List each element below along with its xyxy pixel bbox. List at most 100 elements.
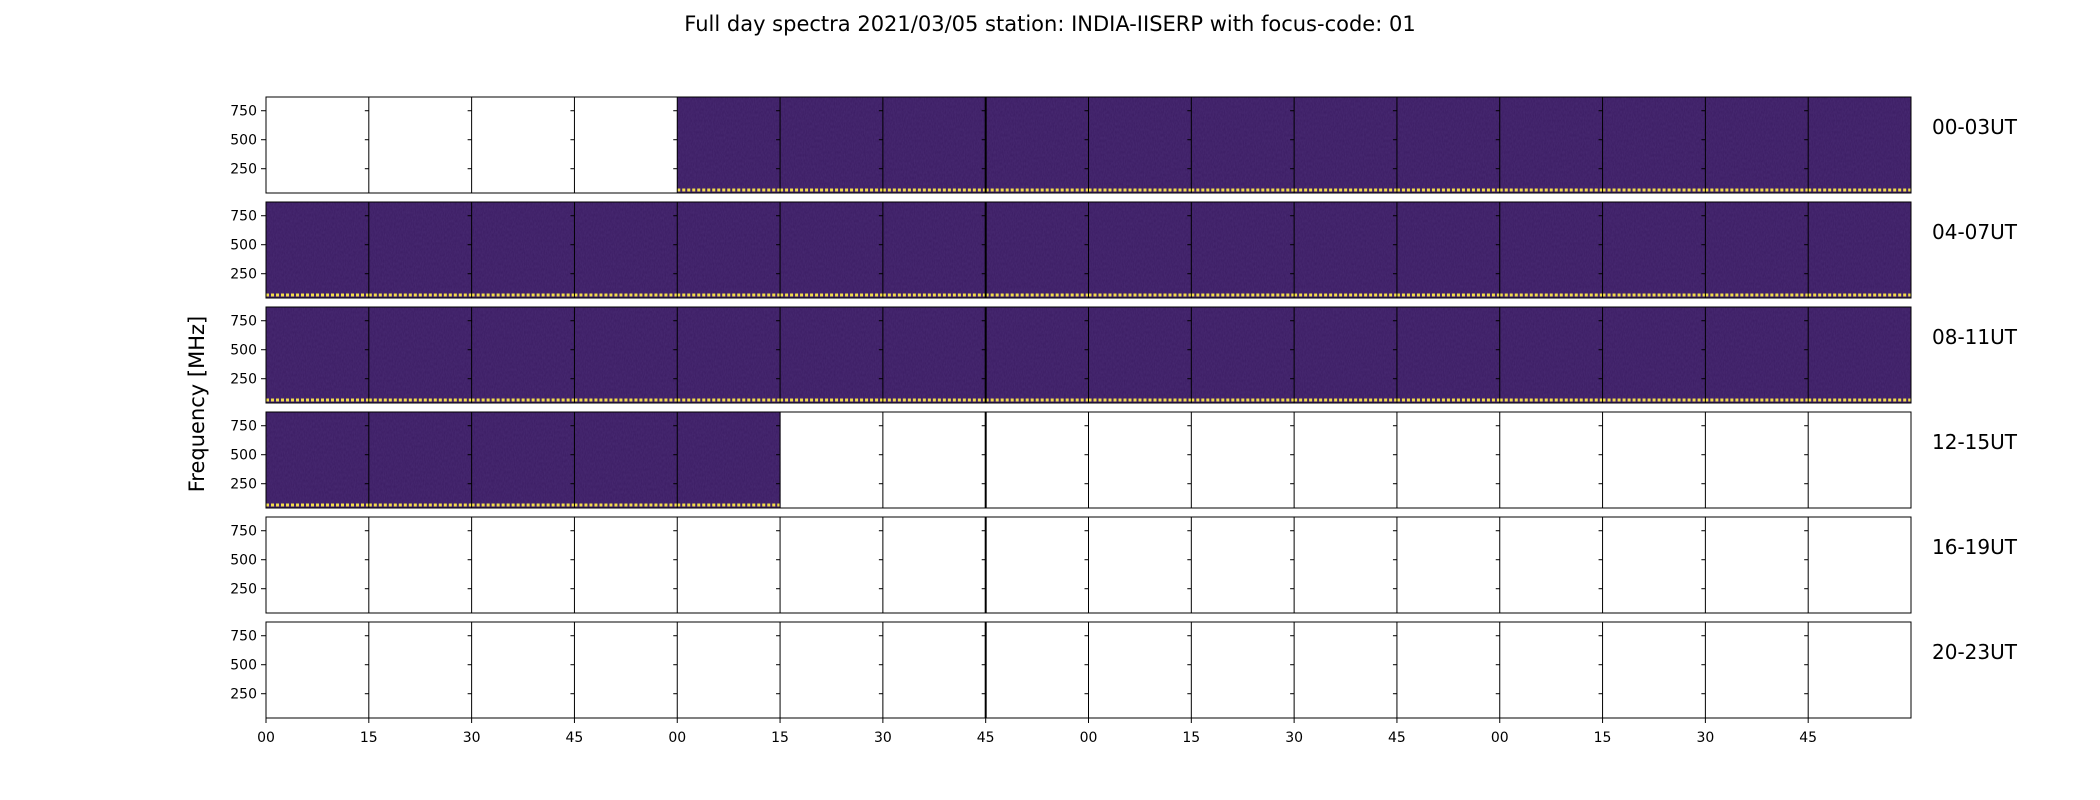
spectrum-noise [1396, 307, 1501, 403]
x-tick-label: 30 [1285, 730, 1303, 746]
spectrum-noise [1602, 97, 1706, 193]
spectrum-noise [1088, 97, 1192, 193]
y-tick-label: 250 [230, 477, 257, 493]
panel-frame [265, 306, 1912, 404]
spectrum-noise [574, 412, 678, 508]
panel-frame [265, 201, 1912, 299]
y-tick-label: 250 [230, 267, 257, 283]
spectrum-noise [1191, 202, 1295, 298]
spectrum-noise [1294, 202, 1398, 298]
x-tick-label: 30 [463, 730, 481, 746]
spectrum-noise [677, 202, 781, 298]
spectrum-noise [368, 202, 473, 298]
x-tick-label: 15 [1594, 730, 1612, 746]
spectrum-noise [1602, 202, 1706, 298]
y-tick-label: 250 [230, 162, 257, 178]
row-label: 04-07UT [1932, 220, 2018, 244]
y-tick-label: 500 [230, 553, 257, 569]
spectrum-noise [1705, 307, 1809, 403]
y-tick-label: 750 [230, 629, 257, 645]
spectrum-noise [1499, 307, 1604, 403]
spectra-row-12-15UT: 750 500 250 12-15UT [230, 411, 2018, 509]
spectra-row-16-19UT: 750 500 250 16-19UT [230, 516, 2018, 614]
spectrum-noise [471, 202, 575, 298]
chart-title: Full day spectra 2021/03/05 station: IND… [684, 12, 1416, 36]
spectrum-noise [780, 307, 884, 403]
x-tick-label: 45 [1388, 730, 1406, 746]
spectrum-noise [677, 307, 781, 403]
spectrum-noise [677, 412, 781, 508]
spectrum-noise [780, 202, 884, 298]
spectrum-noise [1088, 307, 1192, 403]
spectrum-noise [1191, 307, 1295, 403]
y-tick-label: 500 [230, 238, 257, 254]
x-tick-label: 00 [668, 730, 686, 746]
spectrum-noise [266, 307, 370, 403]
spectrum-noise [1808, 307, 1912, 403]
x-tick-label: 00 [257, 730, 275, 746]
row-label: 20-23UT [1932, 640, 2018, 664]
x-tick-label: 15 [771, 730, 789, 746]
x-tick-label: 45 [977, 730, 995, 746]
y-tick-label: 750 [230, 419, 257, 435]
x-tick-label: 15 [360, 730, 378, 746]
y-tick-label: 750 [230, 104, 257, 120]
spectrum-noise [677, 97, 781, 193]
spectra-row-08-11UT: 750 500 250 08-11UT [230, 306, 2018, 404]
y-tick-label: 500 [230, 133, 257, 149]
spectrum-noise [882, 307, 987, 403]
spectrum-noise [882, 202, 987, 298]
spectrum-noise [574, 202, 678, 298]
spectrum-noise [1294, 97, 1398, 193]
y-tick-label: 250 [230, 372, 257, 388]
spectrum-noise [985, 97, 1089, 193]
panel-frame [265, 516, 1912, 614]
y-tick-label: 250 [230, 582, 257, 598]
spectrum-noise [1396, 202, 1501, 298]
x-tick-label: 00 [1491, 730, 1509, 746]
y-tick-label: 500 [230, 448, 257, 464]
spectrum-noise [368, 412, 473, 508]
spectrum-noise [471, 412, 575, 508]
y-tick-label: 750 [230, 524, 257, 540]
row-label: 00-03UT [1932, 115, 2018, 139]
spectrum-noise [1499, 202, 1604, 298]
x-tick-label: 00 [1080, 730, 1098, 746]
y-tick-label: 750 [230, 209, 257, 225]
spectra-row-20-23UT: 750 500 250 20-23UT [230, 621, 2018, 719]
spectrum-noise [1088, 202, 1192, 298]
row-label: 12-15UT [1932, 430, 2018, 454]
spectrum-noise [471, 307, 575, 403]
x-tick-label: 15 [1182, 730, 1200, 746]
spectrum-noise [1191, 97, 1295, 193]
panel-frame [265, 411, 1912, 509]
spectrum-noise [985, 307, 1089, 403]
spectrum-noise [985, 202, 1089, 298]
spectrum-noise [780, 97, 884, 193]
spectrum-noise [1705, 202, 1809, 298]
spectrum-noise [1294, 307, 1398, 403]
spectrum-noise [368, 307, 473, 403]
x-tick-label: 30 [874, 730, 892, 746]
spectrum-noise [882, 97, 987, 193]
x-tick-label: 45 [566, 730, 584, 746]
panel-frame [265, 96, 1912, 194]
spectrum-noise [1602, 307, 1706, 403]
spectra-row-00-03UT: 750 500 250 00-03UT [230, 96, 2018, 194]
spectrum-noise [574, 307, 678, 403]
spectrum-noise [1808, 97, 1912, 193]
spectra-row-04-07UT: 750 500 250 04-07UT [230, 201, 2018, 299]
spectrum-noise [266, 412, 370, 508]
row-label: 16-19UT [1932, 535, 2018, 559]
y-tick-label: 500 [230, 343, 257, 359]
y-tick-label: 500 [230, 658, 257, 674]
row-label: 08-11UT [1932, 325, 2018, 349]
x-tick-label: 30 [1696, 730, 1714, 746]
spectrum-noise [1705, 97, 1809, 193]
spectrum-noise [266, 202, 370, 298]
x-tick-label: 45 [1799, 730, 1817, 746]
spectrum-noise [1499, 97, 1604, 193]
spectrum-noise [1808, 202, 1912, 298]
